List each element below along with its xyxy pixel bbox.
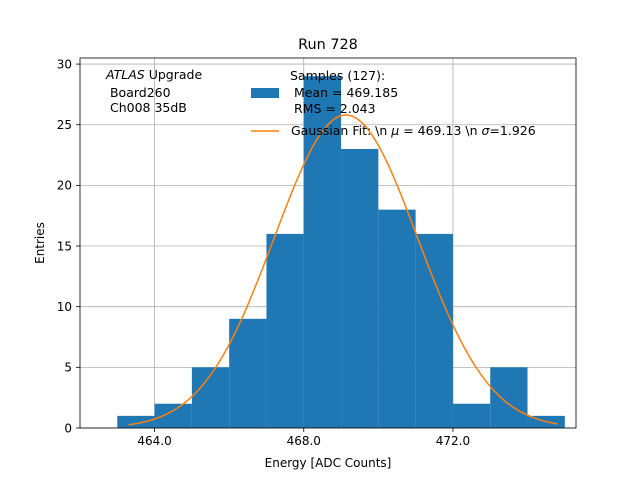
histogram-bar <box>229 318 267 428</box>
channel-label: Ch008 35dB <box>106 100 187 115</box>
legend-fit-suffix: =1.926 <box>489 123 535 138</box>
y-tick-label: 5 <box>64 361 72 375</box>
gaussian-fit <box>128 114 558 426</box>
x-tick-label: 468.0 <box>287 434 321 448</box>
board-label: Board260 <box>106 85 171 100</box>
histogram-bars <box>117 76 565 429</box>
legend-hist-swatch <box>251 88 279 98</box>
legend-fit-sigma: σ <box>481 123 490 138</box>
x-tick-label: 464.0 <box>137 434 171 448</box>
legend-fit-prefix: Gaussian Fit: \n <box>291 123 391 138</box>
histogram-bar <box>415 233 453 428</box>
y-axis-ticks: 0 5 10 15 20 25 30 <box>57 57 80 435</box>
atlas-label-line1: ATLAS Upgrade <box>105 67 202 82</box>
histogram-bar <box>378 209 416 428</box>
histogram-bar <box>154 403 192 428</box>
gaussian-fit-curve <box>128 114 558 426</box>
y-tick-label: 0 <box>64 421 72 435</box>
histogram-bar <box>303 76 342 429</box>
y-tick-label: 10 <box>57 300 72 314</box>
atlas-annotation: ATLAS Upgrade Board260 Ch008 35dB <box>105 67 202 115</box>
x-axis-ticks: 464.0 468.0 472.0 <box>137 428 470 448</box>
y-tick-label: 25 <box>57 118 72 132</box>
legend-fit-label: Gaussian Fit: \n μ = 469.13 \n σ=1.926 <box>291 123 536 138</box>
x-axis-label: Energy [ADC Counts] <box>265 456 392 470</box>
histogram-bar <box>341 148 379 428</box>
histogram-bar <box>117 415 155 428</box>
x-tick-label: 472.0 <box>436 434 470 448</box>
chart-title: Run 728 <box>298 37 358 53</box>
legend-hist-line2: Mean = 469.185 <box>290 85 398 100</box>
y-tick-label: 20 <box>57 179 72 193</box>
y-tick-label: 15 <box>57 239 72 253</box>
histogram-bar <box>490 367 528 428</box>
legend-fit-mid: = 469.13 \n <box>399 123 481 138</box>
legend-hist-line3: RMS = 2.043 <box>290 101 376 116</box>
y-axis-label: Entries <box>33 222 47 264</box>
histogram-bar <box>266 233 304 428</box>
axes-frame <box>79 57 577 429</box>
y-tick-label: 30 <box>57 57 72 71</box>
legend: Samples (127): Mean = 469.185 RMS = 2.04… <box>251 68 536 138</box>
atlas-upgrade-label: Upgrade <box>145 67 203 82</box>
legend-fit-mu: μ <box>390 123 399 138</box>
histogram-bar <box>191 367 230 428</box>
histogram-bar <box>452 403 491 428</box>
atlas-label: ATLAS <box>105 67 145 82</box>
legend-hist-line1: Samples (127): <box>290 68 385 83</box>
